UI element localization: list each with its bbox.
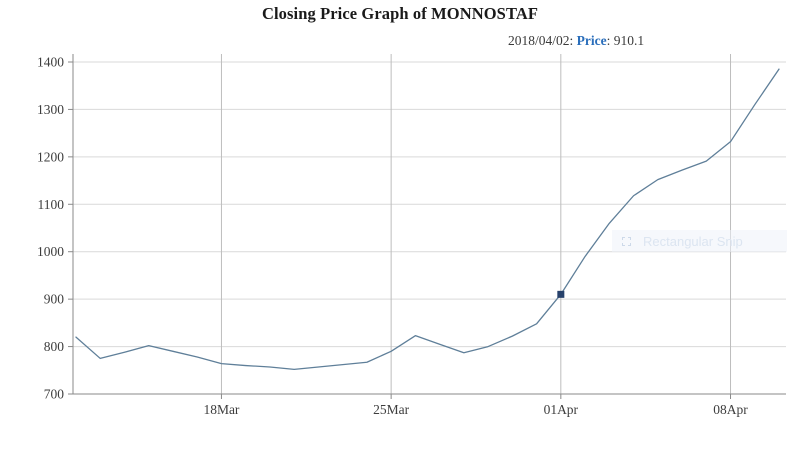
x-tick-label: 18Mar <box>203 402 239 417</box>
y-axis-tick-labels: 700 800 900 1000 1100 1200 1300 1400 <box>37 55 64 402</box>
price-line-series <box>75 68 780 370</box>
x-axis-tick-labels: 18Mar 25Mar 01Apr 08Apr <box>203 402 748 417</box>
y-tick-label: 700 <box>44 387 65 402</box>
y-tick-label: 1400 <box>37 55 64 70</box>
chart-title: Closing Price Graph of MONNOSTAF <box>261 4 539 23</box>
horizontal-gridlines <box>73 61 786 395</box>
y-tick-label: 800 <box>44 339 65 354</box>
y-axis-tick-marks <box>68 61 73 395</box>
x-tick-label: 25Mar <box>373 402 409 417</box>
tooltip-value: 910.1 <box>613 33 645 48</box>
y-tick-label: 900 <box>44 292 65 307</box>
y-tick-label: 1000 <box>37 244 64 259</box>
vertical-gridlines <box>220 54 732 399</box>
bottom-cropped-strip <box>0 452 800 460</box>
tooltip-date: 2018/04/02: <box>508 33 574 48</box>
x-tick-label: 08Apr <box>713 402 748 417</box>
chart-tooltip: 2018/04/02: Price: 910.1 <box>508 33 644 49</box>
x-tick-label: 01Apr <box>544 402 579 417</box>
y-tick-label: 1300 <box>37 102 64 117</box>
tooltip-series-label: Price <box>576 33 607 48</box>
tooltip-separator: : <box>606 33 611 48</box>
y-tick-label: 1200 <box>37 149 64 164</box>
highlighted-data-point-marker[interactable] <box>557 290 565 298</box>
y-tick-label: 1100 <box>38 197 65 212</box>
